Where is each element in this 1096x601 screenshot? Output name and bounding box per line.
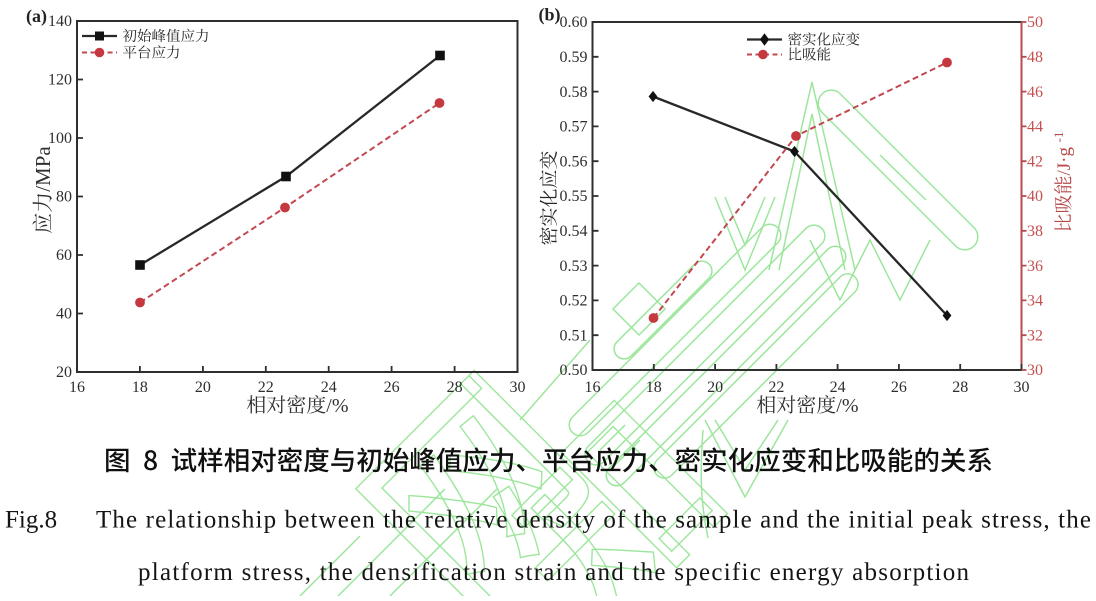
svg-text:platform stress, the densifica: platform stress, the densification strai…: [138, 559, 970, 586]
svg-text:0.58: 0.58: [560, 84, 588, 101]
svg-text:20: 20: [56, 364, 72, 381]
svg-text:40: 40: [56, 306, 72, 323]
svg-text:140: 140: [48, 13, 72, 30]
svg-text:48: 48: [1027, 49, 1043, 66]
svg-text:0.59: 0.59: [560, 49, 588, 66]
svg-text:22: 22: [768, 379, 784, 396]
svg-text:0.54: 0.54: [560, 223, 588, 240]
svg-text:28: 28: [952, 379, 968, 396]
svg-text:0.52: 0.52: [560, 293, 588, 310]
svg-text:0.51: 0.51: [560, 327, 588, 344]
svg-text:32: 32: [1027, 327, 1043, 344]
svg-text:100: 100: [48, 130, 72, 147]
svg-text:34: 34: [1027, 293, 1043, 310]
svg-text:30: 30: [510, 379, 526, 396]
svg-text:24: 24: [321, 379, 337, 396]
svg-text:30: 30: [1014, 379, 1030, 396]
svg-text:120: 120: [48, 72, 72, 89]
svg-text:42: 42: [1027, 153, 1043, 170]
svg-text:40: 40: [1027, 188, 1043, 205]
svg-text:36: 36: [1027, 258, 1043, 275]
svg-text:20: 20: [195, 379, 211, 396]
svg-text:The relationship between the r: The relationship between the relative de…: [96, 507, 1091, 534]
svg-text:(b): (b): [539, 5, 561, 26]
svg-text:22: 22: [258, 379, 274, 396]
svg-text:80: 80: [56, 189, 72, 206]
svg-text:0.56: 0.56: [560, 153, 588, 170]
svg-text:/%: /%: [326, 395, 348, 417]
svg-text:26: 26: [891, 379, 907, 396]
svg-text:0.57: 0.57: [560, 119, 588, 136]
svg-text:16: 16: [585, 379, 601, 396]
svg-text:(a): (a): [26, 6, 47, 27]
svg-text:/MPa: /MPa: [31, 146, 55, 192]
svg-text:Fig.8: Fig.8: [5, 507, 57, 534]
svg-text:20: 20: [707, 379, 723, 396]
svg-text:0.53: 0.53: [560, 258, 588, 275]
svg-text:28: 28: [447, 379, 463, 396]
svg-text:18: 18: [132, 379, 148, 396]
svg-text:16: 16: [69, 379, 85, 396]
svg-text:24: 24: [830, 379, 846, 396]
svg-text:0.55: 0.55: [560, 188, 588, 205]
svg-text:44: 44: [1027, 119, 1043, 136]
svg-text:-1: -1: [1051, 131, 1066, 142]
svg-text:/J·g: /J·g: [1054, 147, 1075, 176]
svg-text:0.60: 0.60: [560, 14, 588, 31]
svg-text:26: 26: [384, 379, 400, 396]
svg-text:60: 60: [56, 247, 72, 264]
svg-text:46: 46: [1027, 84, 1043, 101]
svg-text:50: 50: [1027, 14, 1043, 31]
svg-text:30: 30: [1027, 362, 1043, 379]
svg-text:0.50: 0.50: [560, 362, 588, 379]
svg-text:38: 38: [1027, 223, 1043, 240]
svg-text:/%: /%: [836, 395, 858, 417]
svg-text:18: 18: [646, 379, 662, 396]
